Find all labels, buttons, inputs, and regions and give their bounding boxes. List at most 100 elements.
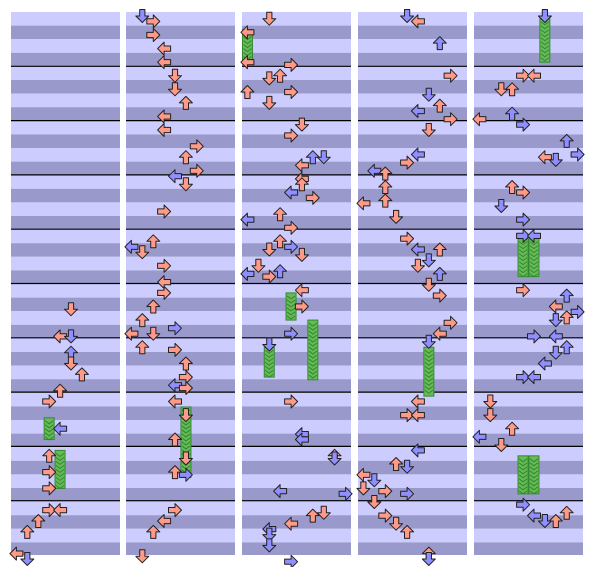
lane-stripe [11,80,120,94]
arrow-up-icon [432,98,447,113]
arrow-right-icon [146,14,161,29]
lane-stripe [474,392,583,407]
arrow-down-icon [262,95,277,110]
arrow-left-icon [294,158,309,173]
arrow-left-icon [157,123,172,137]
arrow-down-icon [251,258,266,273]
lane-stripe [126,39,235,53]
arrow-right-icon [294,299,309,314]
lane-stripe [242,460,351,475]
arrow-right-icon [400,486,415,501]
lane-stripe [474,25,583,40]
arrow-down-icon [20,552,35,566]
arrow-left-icon [124,326,139,341]
lane-stripe [11,256,120,271]
arrow-up-icon [432,242,447,257]
column-2 [124,9,235,564]
arrow-up-icon [135,313,150,328]
arrow-right-icon [516,370,531,385]
arrow-down-icon [421,253,436,268]
arrow-left-icon [157,514,172,528]
lane-stripe [11,134,120,148]
lane-stripe [242,202,351,216]
lane-stripe [358,365,467,380]
arrow-left-icon [53,421,68,436]
arrow-down-icon [421,87,436,102]
lane-stripe [242,148,351,162]
lane-stripe [126,365,235,380]
arrow-up-icon [505,180,520,194]
lane-stripe [358,515,467,529]
lane-stripe [358,134,467,148]
arrow-right-icon [168,321,182,336]
lane-stripe [11,379,120,393]
lane-stripe [242,365,351,380]
arrow-right-icon [516,228,531,243]
lane-stripe [126,93,235,108]
lane-stripe [11,433,120,448]
lane-stripe [474,365,583,380]
arrow-left-icon [472,429,487,444]
lane-stripe [474,12,583,26]
lane-stripe [358,311,467,325]
arrow-left-icon [168,169,182,184]
arrow-right-icon [284,239,299,254]
arrow-right-icon [378,508,393,523]
arrow-left-icon [548,299,563,314]
arrow-up-icon [559,310,574,325]
arrow-right-icon [378,484,393,499]
lane-stripe [11,107,120,121]
hold-note [54,449,66,490]
lane-stripe [126,311,235,325]
arrow-up-icon [559,505,574,520]
lane-stripe [358,188,467,203]
arrow-up-icon [178,356,193,371]
lane-stripe [11,229,120,244]
arrow-down-icon [537,9,552,23]
lane-stripe [126,134,235,148]
arrow-up-icon [240,85,255,99]
lane-stripe [358,39,467,53]
arrow-left-icon [124,239,139,254]
arrow-down-icon [135,9,150,23]
lane-stripe [242,175,351,189]
arrow-down-icon [410,258,425,273]
arrow-up-icon [135,340,150,355]
lane-stripe [126,80,235,94]
arrow-right-icon [516,68,531,83]
lane-stripe [126,107,235,121]
arrow-down-icon [367,473,382,488]
arrow-right-icon [516,283,531,298]
arrow-up-icon [505,421,520,436]
lane-stripe [126,161,235,176]
lane-stripe [242,474,351,488]
lane-stripe [474,175,583,189]
lane-stripe [242,12,351,26]
arrow-right-icon [178,381,193,395]
lane-stripe [11,542,120,555]
arrow-right-icon [516,185,531,200]
arrow-up-icon [505,106,520,121]
arrow-right-icon [284,220,299,235]
arrow-down-icon [421,277,436,292]
arrow-down-icon [494,199,509,213]
lane-stripe [474,120,583,135]
hold-note [43,417,55,441]
arrow-left-icon [410,14,425,29]
lane-stripe [474,528,583,543]
arrow-down-icon [178,451,193,466]
arrow-left-icon [284,185,299,200]
lane-stripe [242,134,351,148]
arrow-down-icon [262,527,277,542]
arrow-right-icon [284,128,299,143]
lane-stripe [474,433,583,448]
arrow-right-icon [42,481,57,496]
lane-stripe [474,134,583,148]
arrow-down-icon [483,394,498,409]
lane-stripe [474,107,583,121]
lane-stripe [474,39,583,53]
arrow-up-icon [559,133,574,148]
lane-stripe [126,120,235,135]
lane-stripe [474,216,583,230]
arrow-down-icon [548,152,563,167]
